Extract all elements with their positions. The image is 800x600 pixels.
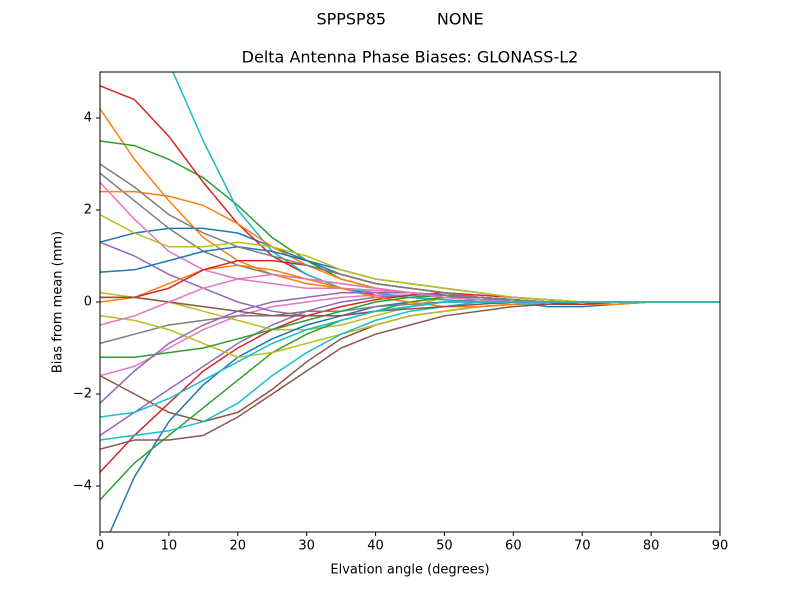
- y-tick-label: 2: [84, 203, 92, 218]
- y-tick-label: 0: [84, 295, 92, 310]
- x-tick-label: 70: [574, 539, 591, 554]
- y-tick-label: −2: [73, 387, 92, 402]
- y-axis-label: Bias from mean (mm): [51, 231, 66, 373]
- x-tick-label: 40: [367, 539, 384, 554]
- x-tick-label: 10: [161, 539, 178, 554]
- x-tick-label: 50: [436, 539, 453, 554]
- x-tick-label: 20: [230, 539, 247, 554]
- x-tick-label: 80: [643, 539, 660, 554]
- x-tick-label: 0: [96, 539, 104, 554]
- y-tick-label: 4: [84, 111, 92, 126]
- x-tick-label: 90: [712, 539, 729, 554]
- y-tick-label: −4: [73, 479, 92, 494]
- x-tick-label: 60: [505, 539, 522, 554]
- plot-lines: [100, 72, 720, 532]
- chart-title: Delta Antenna Phase Biases: GLONASS-L2: [242, 48, 579, 67]
- x-axis-label: Elvation angle (degrees): [330, 563, 489, 578]
- x-tick-label: 30: [298, 539, 315, 554]
- suptitle: SPPSP85 NONE: [316, 10, 483, 29]
- series-line: [100, 301, 720, 418]
